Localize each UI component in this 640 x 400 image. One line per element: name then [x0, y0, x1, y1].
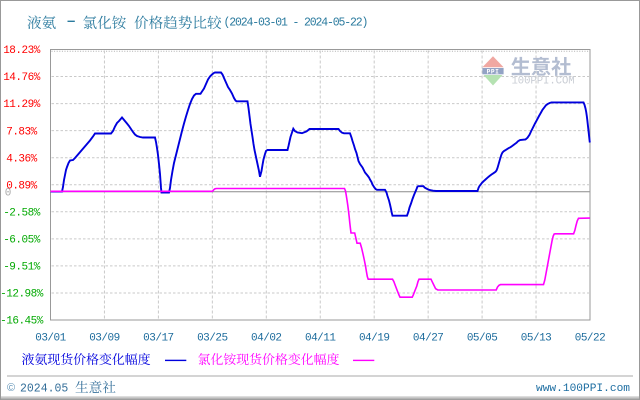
svg-text:03/01: 03/01: [35, 333, 66, 345]
svg-text:03/09: 03/09: [89, 333, 120, 345]
svg-text:03/17: 03/17: [143, 333, 174, 345]
svg-text:PPI: PPI: [487, 68, 500, 75]
svg-text:100PPI.COM: 100PPI.COM: [512, 75, 575, 87]
svg-text:-9.51%: -9.51%: [3, 262, 41, 274]
svg-text:4.36%: 4.36%: [6, 153, 37, 165]
svg-text:04/27: 04/27: [413, 333, 444, 345]
svg-text:-6.05%: -6.05%: [3, 234, 41, 246]
svg-text:-2.58%: -2.58%: [3, 207, 41, 219]
svg-text:05/22: 05/22: [575, 333, 606, 345]
svg-text:0: 0: [5, 187, 11, 199]
svg-text:-16.45%: -16.45%: [0, 316, 44, 328]
svg-text:2024.05: 2024.05: [20, 383, 68, 396]
svg-text:0.89%: 0.89%: [6, 180, 37, 192]
svg-text:©: ©: [7, 382, 15, 394]
svg-text:14.76%: 14.76%: [3, 72, 41, 84]
svg-text:04/19: 04/19: [359, 333, 390, 345]
svg-text:(2024-03-01 - 2024-05-22): (2024-03-01 - 2024-05-22): [224, 16, 368, 29]
svg-text:05/05: 05/05: [467, 333, 498, 345]
svg-text:www.100PPI.com: www.100PPI.com: [536, 383, 630, 395]
svg-text:04/02: 04/02: [251, 333, 282, 345]
svg-text:11.29%: 11.29%: [3, 99, 41, 111]
svg-text:-12.98%: -12.98%: [0, 289, 44, 301]
svg-text:05/13: 05/13: [521, 333, 552, 345]
svg-text:18.23%: 18.23%: [3, 45, 41, 57]
svg-text:04/11: 04/11: [305, 333, 336, 345]
svg-text:7.83%: 7.83%: [6, 126, 37, 138]
svg-text:03/25: 03/25: [197, 333, 228, 345]
